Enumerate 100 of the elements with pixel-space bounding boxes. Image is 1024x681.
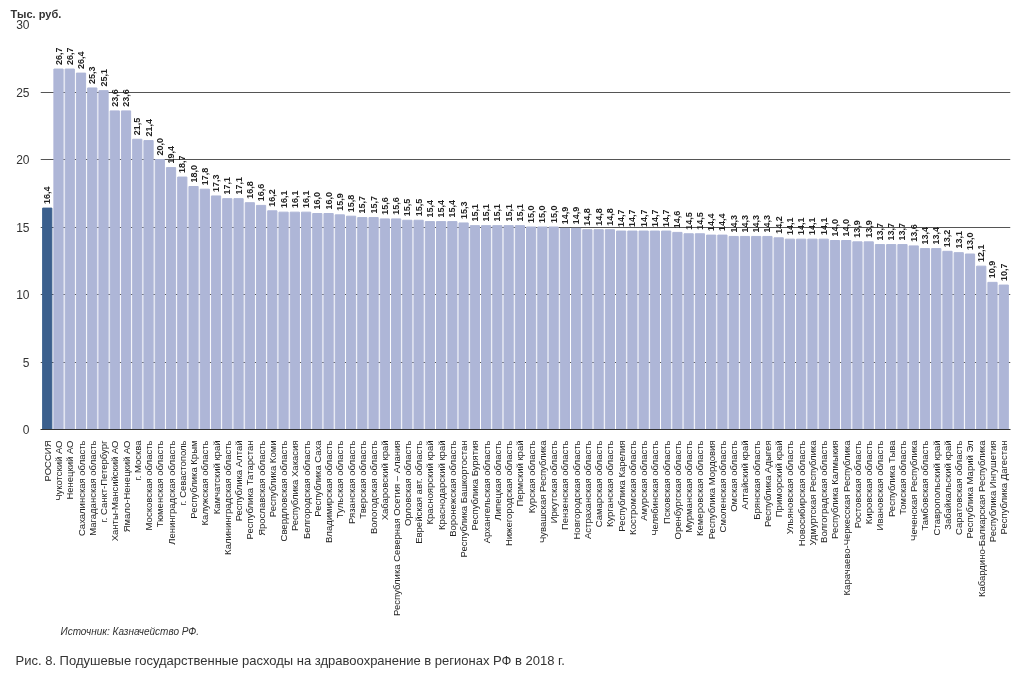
data-label: 15,3 — [458, 201, 469, 219]
x-tick-label: Сахалинская область — [75, 440, 87, 537]
x-tick-label: Псковская область — [660, 440, 672, 524]
data-label: 13,9 — [852, 220, 863, 238]
data-label: 15,6 — [379, 197, 390, 215]
y-tick-label: 5 — [22, 355, 30, 370]
x-tick-label: Томская область — [896, 440, 908, 515]
x-tick-label: Калининградская область — [221, 440, 233, 555]
x-tick-label: Чукотский АО — [53, 440, 64, 501]
data-label: 20,0 — [154, 137, 165, 156]
data-label: 14,1 — [818, 217, 829, 236]
x-tick-label: Московская область — [143, 440, 155, 531]
data-label: 17,1 — [222, 177, 233, 195]
data-label: 15,5 — [413, 198, 424, 217]
x-tick-label: Республика Башкортостан — [458, 440, 470, 558]
data-label: 18,0 — [188, 164, 199, 183]
x-tick-label: Омская область — [728, 440, 740, 512]
data-label: 13,4 — [931, 227, 942, 245]
data-label: 14,7 — [661, 209, 672, 227]
x-tick-label: Удмуртская Республика — [806, 439, 818, 546]
data-label: 16,4 — [42, 186, 53, 205]
data-label: 16,1 — [289, 190, 300, 209]
data-label: 14,8 — [582, 208, 593, 226]
x-tick-label: Ханты-Мансийский АО — [109, 440, 121, 542]
data-label: 14,5 — [683, 212, 694, 230]
x-tick-label: Липецкая область — [491, 440, 503, 521]
data-label: 21,5 — [132, 117, 143, 136]
x-tick-label: Волгоградская область — [818, 440, 830, 543]
data-label: 14,7 — [638, 209, 649, 227]
data-label: 26,7 — [53, 47, 64, 65]
data-label: 16,2 — [267, 189, 278, 207]
x-tick-label: Республика Мордовия — [705, 440, 717, 540]
data-label: 15,6 — [391, 197, 402, 215]
x-tick-label: Калужская область — [199, 440, 211, 526]
data-label: 16,0 — [323, 191, 334, 210]
x-tick-label: Амурская область — [638, 440, 650, 521]
data-label: 26,7 — [64, 47, 75, 65]
x-tick-label: Кабардино-Балкарская Республика — [975, 439, 987, 598]
data-label: 14,2 — [773, 216, 784, 234]
x-tick-label: Республика Хакасия — [289, 440, 301, 532]
data-label: 14,9 — [559, 206, 570, 225]
x-tick-label: Астраханская область — [581, 440, 593, 540]
data-label: 15,1 — [481, 204, 492, 222]
data-label: 15,0 — [526, 205, 537, 223]
x-tick-label: Еврейская авт. область — [413, 440, 425, 544]
data-label: 17,3 — [211, 174, 222, 192]
data-label: 10,9 — [987, 260, 998, 279]
data-label: 14,8 — [593, 208, 604, 226]
text: Источник: Казначейство РФ. — [60, 625, 200, 637]
data-label: 14,0 — [829, 218, 840, 237]
x-tick-label: Оренбургская область — [671, 440, 683, 540]
data-label: 25,1 — [98, 69, 109, 87]
data-label: 14,3 — [739, 214, 750, 233]
x-tick-label: Республика Бурятия — [469, 440, 481, 531]
x-tick-label: Чеченская Республика — [908, 439, 920, 541]
x-tick-label: Республика Дагестан — [998, 440, 1010, 535]
data-label: 16,8 — [244, 181, 255, 199]
x-tick-label: г. Санкт-Петербург — [98, 439, 110, 523]
x-tick-label: г. Севастополь — [176, 440, 188, 506]
data-label: 15,7 — [368, 195, 379, 214]
data-label: 12,1 — [976, 244, 987, 263]
data-label: 15,4 — [436, 200, 447, 218]
data-label: 14,9 — [571, 206, 582, 225]
x-tick-label: Приморский край — [773, 440, 785, 518]
x-tick-label: Республика Адыгея — [761, 440, 773, 527]
data-label: 15,8 — [346, 194, 357, 213]
x-tick-label: Республика Калмыкия — [829, 440, 841, 539]
data-label: 18,7 — [177, 155, 188, 173]
x-tick-label: Ставропольский край — [930, 440, 942, 536]
bar — [42, 207, 53, 430]
data-label: 15,0 — [548, 205, 559, 223]
x-tick-label: Хабаровский край — [379, 440, 391, 521]
data-label: 13,1 — [953, 231, 964, 249]
y-tick-label: 25 — [16, 85, 30, 100]
x-tick-label: Ленинградская область — [165, 440, 177, 545]
data-label: 14,8 — [604, 208, 615, 226]
data-label: 21,4 — [143, 119, 154, 137]
x-tick-label: г. Москва — [131, 439, 143, 481]
data-label: 15,1 — [492, 204, 503, 222]
data-label: 14,3 — [728, 214, 739, 233]
x-tick-label: Ростовская область — [851, 440, 863, 529]
data-label: 13,0 — [964, 232, 975, 250]
y-tick-label: 15 — [16, 220, 30, 235]
data-label: 13,7 — [874, 222, 885, 241]
data-label: 19,4 — [166, 146, 177, 164]
data-label: 15,1 — [514, 204, 525, 222]
x-tick-label: Алтайский край — [739, 440, 751, 510]
y-tick-label: 10 — [16, 288, 30, 302]
x-tick-label: Самарская область — [593, 440, 605, 528]
data-label: 17,1 — [233, 177, 244, 195]
data-label: 16,0 — [312, 191, 323, 210]
data-label: 14,7 — [627, 209, 638, 227]
data-label: 23,6 — [109, 89, 120, 107]
x-tick-label: Республика Алтай — [233, 440, 245, 522]
x-tick-label: Чувашская Республика — [536, 439, 548, 544]
y-tick-label: 0 — [22, 423, 30, 437]
data-label: 15,4 — [447, 200, 458, 218]
x-tick-label: Костромская область — [626, 440, 638, 535]
data-label: 15,4 — [424, 200, 435, 218]
y-axis-title: Тыс. руб. — [10, 7, 62, 20]
